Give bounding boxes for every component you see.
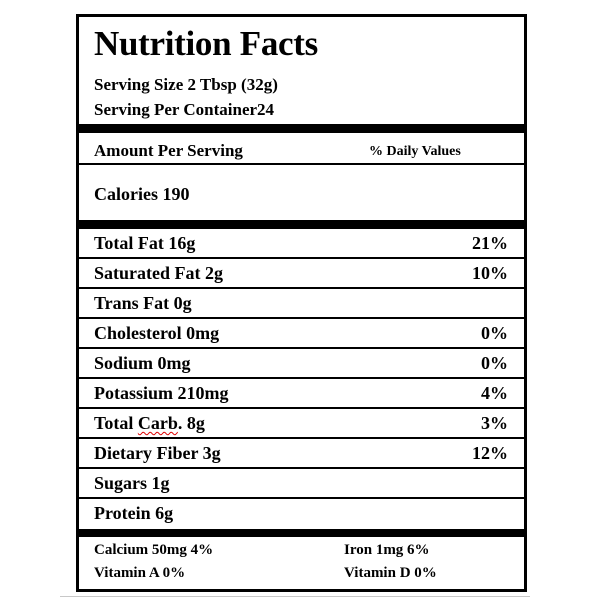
thick-divider	[79, 124, 524, 133]
serving-size: Serving Size 2 Tbsp (32g)	[94, 75, 278, 94]
nutrient-name: Total Carb. 8g	[94, 413, 205, 434]
row-divider	[79, 467, 524, 469]
nutrient-percent: 4%	[481, 383, 508, 403]
nutrient-name: Trans Fat 0g	[94, 293, 192, 313]
nutrient-name: Sodium 0mg	[94, 353, 191, 373]
nutrient-name: Saturated Fat 2g	[94, 263, 223, 283]
thick-divider	[79, 529, 524, 537]
nutrient-name: Potassium 210mg	[94, 383, 229, 403]
nutrient-row: Protein 6g	[79, 499, 524, 529]
name-suffix: . 8g	[177, 413, 205, 433]
nutrient-percent: 0%	[481, 323, 508, 343]
nutrient-name: Protein 6g	[94, 503, 174, 523]
row-divider	[79, 287, 524, 289]
nutrient-name: Cholesterol 0mg	[94, 323, 220, 343]
calcium: Calcium 50mg 4%	[94, 542, 214, 558]
vitamin-d: Vitamin D 0%	[344, 565, 437, 581]
divider	[79, 163, 524, 165]
nutrient-row: Total Carb. 8g 3%	[79, 409, 524, 439]
nutrient-name: Dietary Fiber 3g	[94, 443, 221, 463]
nutrient-percent: 21%	[472, 233, 508, 253]
nutrient-row: Saturated Fat 2g 10%	[79, 259, 524, 289]
row-divider	[79, 257, 524, 259]
nutrient-row: Potassium 210mg 4%	[79, 379, 524, 409]
nutrient-percent: 0%	[481, 353, 508, 373]
nutrient-row: Trans Fat 0g	[79, 289, 524, 319]
row-divider	[79, 347, 524, 349]
nutrient-row: Dietary Fiber 3g 12%	[79, 439, 524, 469]
vitamin-a: Vitamin A 0%	[94, 565, 186, 581]
nutrient-row: Sugars 1g	[79, 469, 524, 499]
nutrient-row: Sodium 0mg 0%	[79, 349, 524, 379]
row-divider	[79, 437, 524, 439]
nutrient-percent: 12%	[472, 443, 508, 463]
nutrient-percent: 10%	[472, 263, 508, 283]
nutrient-row: Total Fat 16g 21%	[79, 229, 524, 259]
amount-per-serving: Amount Per Serving	[94, 141, 243, 160]
thick-divider	[79, 220, 524, 229]
nutrition-label: Nutrition Facts Serving Size 2 Tbsp (32g…	[76, 14, 527, 592]
calories: Calories 190	[94, 184, 190, 204]
name-prefix: Total	[94, 413, 138, 433]
nutrient-name: Total Fat 16g	[94, 233, 196, 253]
servings-per-container: Serving Per Container24	[94, 100, 275, 119]
spellcheck-flagged-word: Carb	[137, 413, 178, 433]
daily-values-header: % Daily Values	[369, 144, 461, 159]
row-divider	[79, 497, 524, 499]
row-divider	[79, 317, 524, 319]
nutrient-percent: 3%	[481, 413, 508, 433]
nutrient-name: Sugars 1g	[94, 473, 170, 493]
page-edge-line	[60, 596, 530, 597]
nutrient-row: Cholesterol 0mg 0%	[79, 319, 524, 349]
label-header: Nutrition Facts Serving Size 2 Tbsp (32g…	[79, 17, 524, 124]
label-title: Nutrition Facts	[94, 24, 318, 63]
iron: Iron 1mg 6%	[344, 542, 430, 558]
row-divider	[79, 407, 524, 409]
row-divider	[79, 377, 524, 379]
